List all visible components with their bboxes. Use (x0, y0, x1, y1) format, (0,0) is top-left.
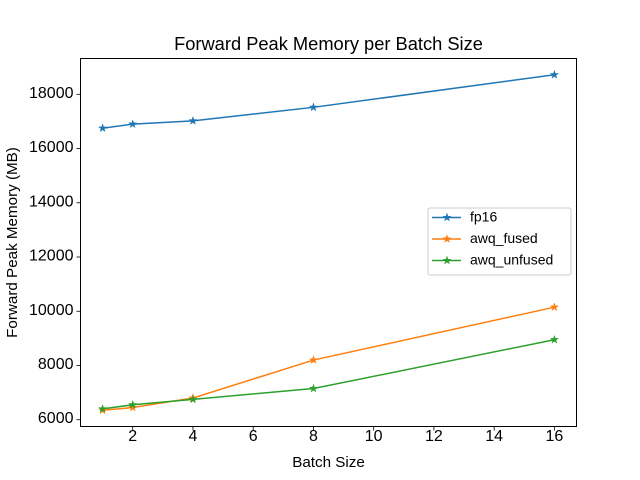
svg-text:4: 4 (188, 428, 197, 445)
svg-text:12000: 12000 (29, 248, 74, 265)
svg-text:6000: 6000 (38, 410, 74, 427)
svg-text:awq_unfused: awq_unfused (470, 252, 553, 268)
svg-text:14: 14 (485, 428, 503, 445)
svg-text:8000: 8000 (38, 356, 74, 373)
svg-text:fp16: fp16 (470, 209, 497, 225)
svg-text:6: 6 (249, 428, 258, 445)
svg-text:16000: 16000 (29, 139, 74, 156)
svg-text:14000: 14000 (29, 193, 74, 210)
svg-text:Forward Peak Memory (MB): Forward Peak Memory (MB) (4, 147, 21, 338)
svg-text:Forward Peak Memory per Batch: Forward Peak Memory per Batch Size (174, 33, 483, 54)
svg-text:16: 16 (546, 428, 564, 445)
svg-text:12: 12 (425, 428, 443, 445)
svg-text:10: 10 (365, 428, 383, 445)
svg-text:Batch Size: Batch Size (292, 454, 365, 471)
svg-text:10000: 10000 (29, 302, 74, 319)
svg-text:awq_fused: awq_fused (470, 230, 538, 246)
svg-text:18000: 18000 (29, 85, 74, 102)
svg-text:8: 8 (309, 428, 318, 445)
svg-text:2: 2 (128, 428, 137, 445)
